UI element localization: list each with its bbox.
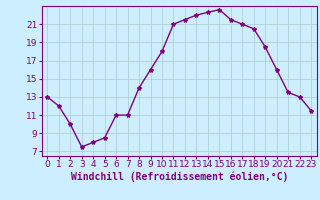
X-axis label: Windchill (Refroidissement éolien,°C): Windchill (Refroidissement éolien,°C) bbox=[70, 172, 288, 182]
